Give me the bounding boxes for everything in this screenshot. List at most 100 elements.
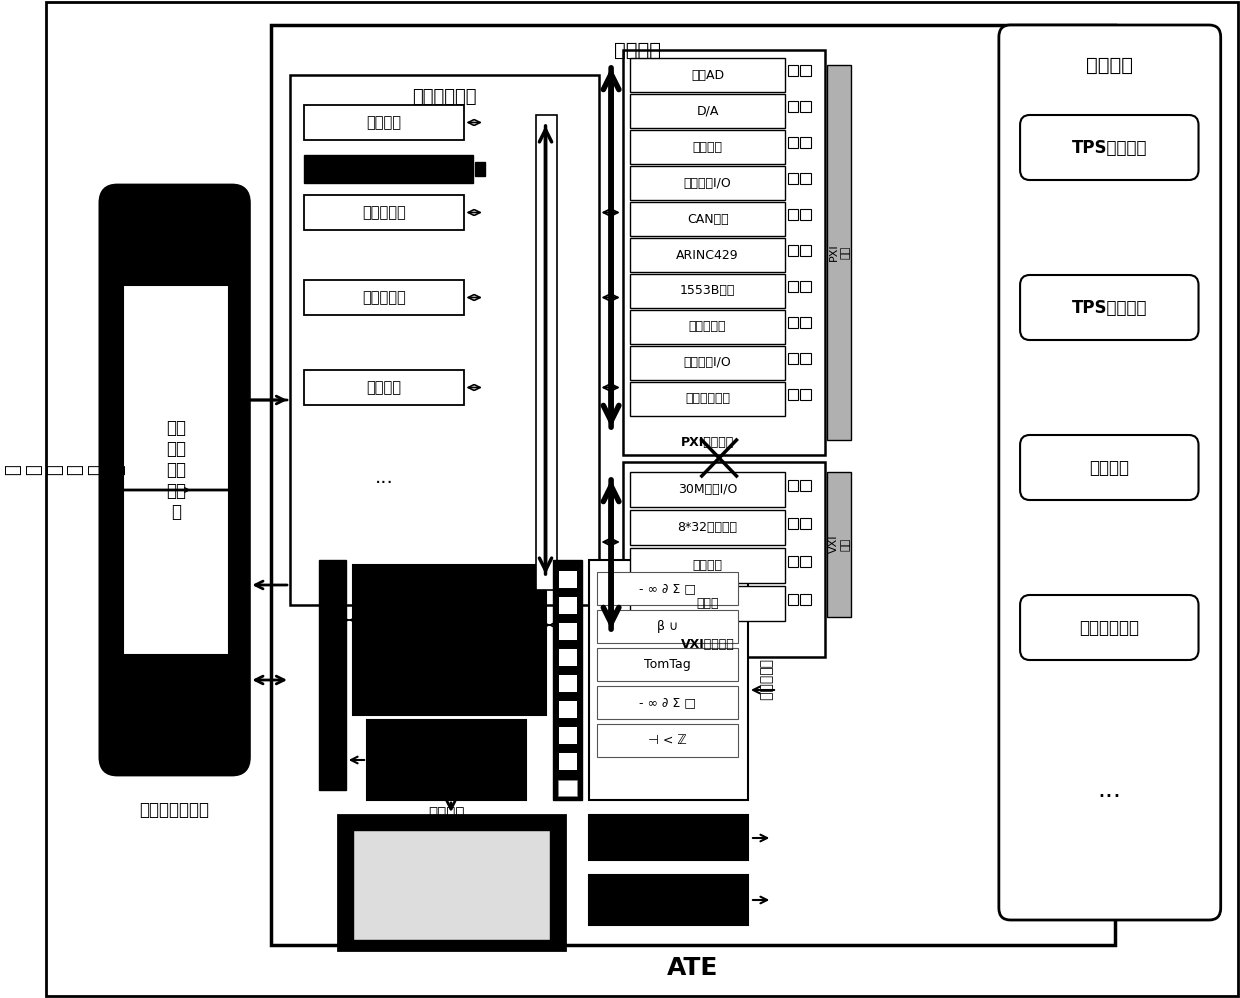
Text: 综合信息查询: 综合信息查询 [1079,619,1140,637]
Bar [558,648,578,666]
Bar [622,462,826,657]
Text: 信号源: 信号源 [697,597,719,610]
Bar [630,382,785,416]
Text: CAN通讯: CAN通讯 [687,213,728,226]
Bar [596,610,739,643]
Text: 通信隔离: 通信隔离 [367,380,402,395]
Text: TomTag: TomTag [644,658,691,671]
Text: 件器管理: 件器管理 [1089,458,1130,476]
Bar [558,780,578,796]
Bar [787,389,799,400]
Bar [367,720,526,800]
Text: 工控计算机: 工控计算机 [759,659,773,701]
Text: 波形分析I/O: 波形分析I/O [683,177,732,190]
Text: ⊣ < ℤ: ⊣ < ℤ [649,734,687,747]
Text: VXI
总线: VXI 总线 [828,535,851,553]
Text: 通道扩展组合: 通道扩展组合 [412,88,476,106]
Bar [827,472,852,617]
Bar [558,622,578,640]
Bar [630,238,785,272]
Text: PXI
总线: PXI 总线 [828,244,851,261]
Text: - ∞ ∂ Σ □: - ∞ ∂ Σ □ [639,582,696,595]
Bar [290,75,599,605]
Bar [558,674,578,692]
Text: ATE: ATE [667,956,718,980]
FancyBboxPatch shape [999,25,1220,920]
Bar [304,370,464,405]
Bar [800,518,811,529]
Bar [319,560,346,790]
Bar [352,830,551,940]
Text: 硬件平台: 硬件平台 [614,41,661,60]
Bar [630,202,785,236]
Bar [304,155,474,183]
Text: TPS开发平台: TPS开发平台 [1071,139,1147,157]
Text: 1553B通讯: 1553B通讯 [680,284,735,297]
Text: 并行AD: 并行AD [691,69,724,82]
Text: 30M数字I/O: 30M数字I/O [678,483,738,496]
Bar [589,815,748,860]
Bar [787,594,799,605]
FancyBboxPatch shape [1021,435,1199,500]
Bar [630,510,785,545]
Text: 通用测试适配器: 通用测试适配器 [139,801,210,819]
Bar [800,389,811,400]
Text: 数字量调调: 数字量调调 [362,290,405,305]
Bar [800,281,811,292]
Bar [787,518,799,529]
FancyBboxPatch shape [1021,115,1199,180]
Bar [630,346,785,380]
Bar [787,101,799,112]
Bar [270,25,1115,945]
Bar [596,686,739,719]
Bar [589,875,748,925]
Bar [787,281,799,292]
Bar [630,548,785,583]
Bar [596,572,739,605]
Text: 8*32矩阵开关: 8*32矩阵开关 [677,521,738,534]
Bar [800,173,811,184]
Text: ...: ... [374,468,393,487]
Text: 被
测
电
子
设
备: 被 测 电 子 设 备 [4,465,126,475]
Bar [800,209,811,220]
Text: - ∞ ∂ Σ □: - ∞ ∂ Σ □ [639,696,696,709]
Bar [352,565,546,715]
Bar [304,105,464,140]
Bar [630,274,785,308]
Bar [589,560,748,800]
Bar [800,245,811,256]
Text: 控制开关: 控制开关 [693,559,723,572]
Bar [800,65,811,76]
Bar [339,815,564,950]
Bar [558,570,578,588]
Text: TPS执行平台: TPS执行平台 [1071,298,1147,316]
Bar [630,586,785,621]
Bar [827,65,852,440]
Bar [630,472,785,507]
Text: 模拟量调调: 模拟量调调 [362,205,405,220]
Bar [787,317,799,328]
Bar [787,137,799,148]
Text: 信号
转接
分配
调理
等: 信号 转接 分配 调理 等 [166,419,186,521]
FancyBboxPatch shape [100,185,249,775]
Text: 开关矩阵: 开关矩阵 [367,115,402,130]
Bar [800,480,811,491]
Text: PXI总线件器: PXI总线件器 [681,435,734,448]
Bar [596,724,739,757]
Text: β ∪: β ∪ [657,620,678,633]
Text: 可编程电阔: 可编程电阔 [688,320,727,333]
Bar [787,353,799,364]
Bar [800,101,811,112]
Bar [475,162,485,176]
Text: ARINC429: ARINC429 [676,249,739,261]
Bar [630,94,785,128]
Text: ...: ... [1097,778,1122,802]
Bar [304,280,464,315]
Bar [787,245,799,256]
Bar [630,166,785,200]
Text: 软件平台: 软件平台 [1086,56,1133,75]
Bar [787,480,799,491]
Bar [787,209,799,220]
Bar [787,556,799,567]
Bar [800,137,811,148]
